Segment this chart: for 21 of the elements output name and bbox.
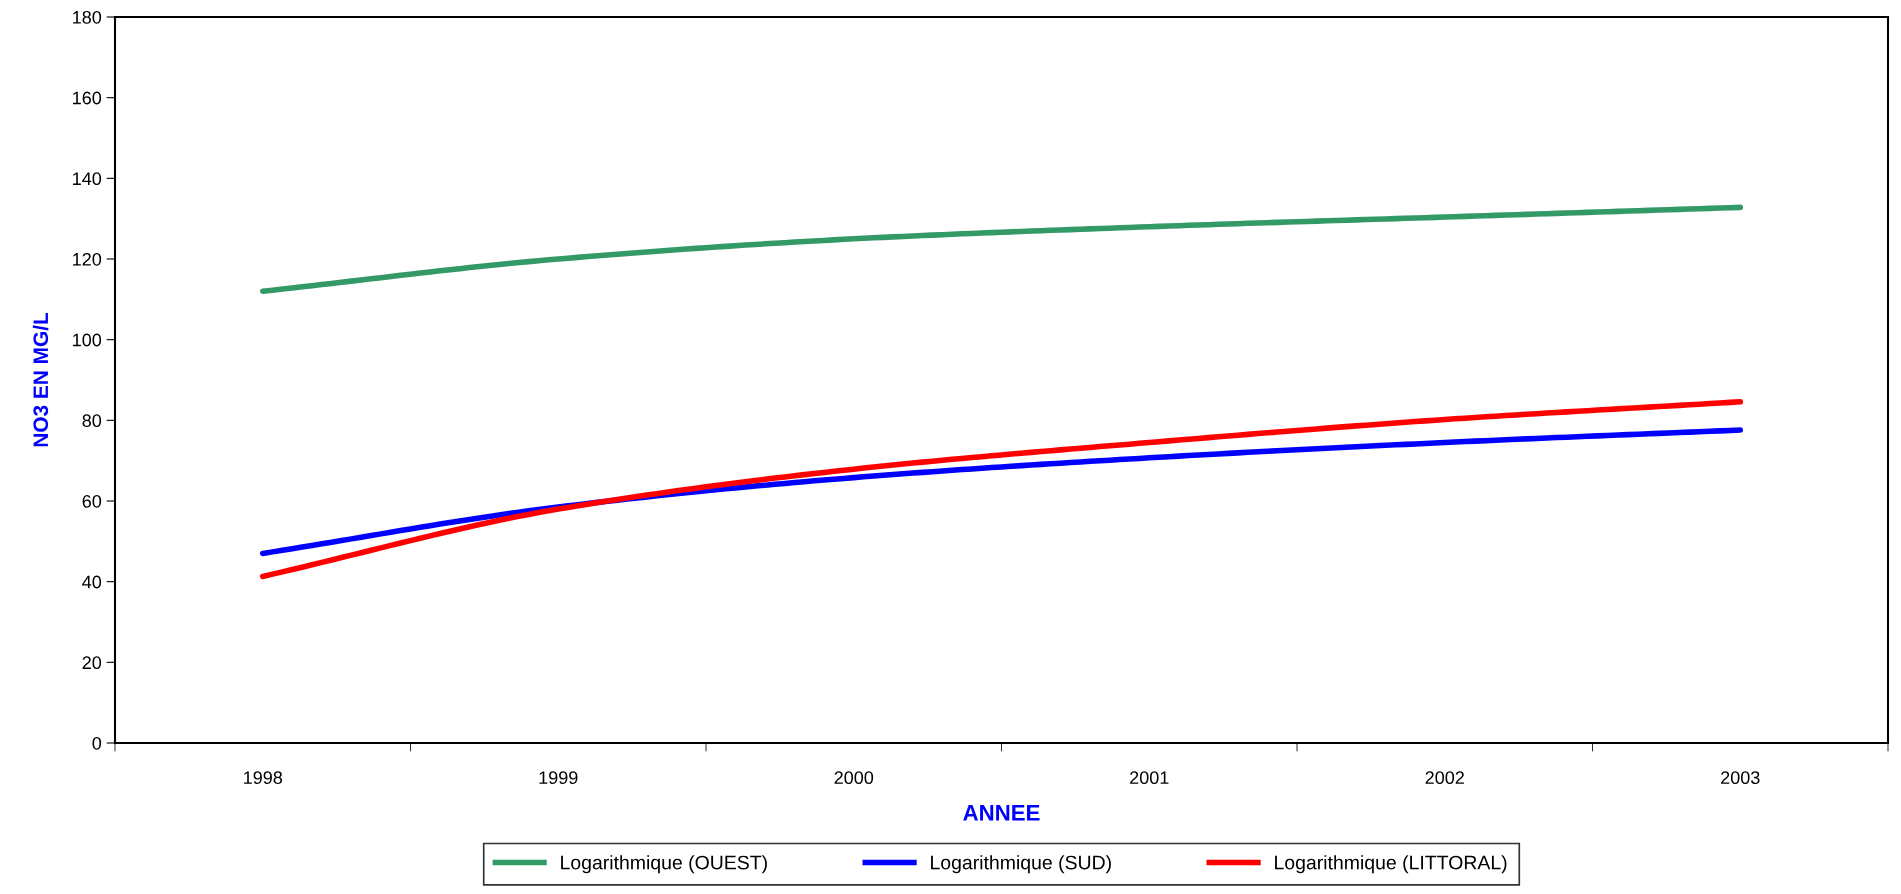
x-tick-label: 2000 xyxy=(834,771,874,785)
x-axis-title: ANNEE xyxy=(963,805,1040,821)
legend-label: Logarithmique (LITTORAL) xyxy=(1275,855,1507,874)
y-tick-label: 180 xyxy=(73,10,102,24)
x-tick-label: 1998 xyxy=(244,771,283,785)
y-tick-label: 0 xyxy=(92,736,102,750)
y-tick-label: 140 xyxy=(73,172,102,186)
y-tick-label: 20 xyxy=(82,656,102,670)
y-axis-title: NO3 EN MG/L xyxy=(32,312,49,447)
y-tick-label: 120 xyxy=(73,252,102,266)
x-tick-label: 2001 xyxy=(1130,771,1169,785)
x-tick-label: 2002 xyxy=(1425,771,1464,785)
y-tick-label: 100 xyxy=(73,333,102,347)
y-tick-label: 60 xyxy=(82,494,102,508)
legend-label: Logarithmique (OUEST) xyxy=(561,855,767,874)
y-tick-label: 80 xyxy=(82,414,102,428)
x-tick-label: 1999 xyxy=(539,771,578,785)
y-tick-label: 40 xyxy=(82,575,102,589)
y-tick-label: 160 xyxy=(73,91,102,105)
x-tick-label: 2003 xyxy=(1721,771,1760,785)
legend-label: Logarithmique (SUD) xyxy=(931,855,1111,874)
